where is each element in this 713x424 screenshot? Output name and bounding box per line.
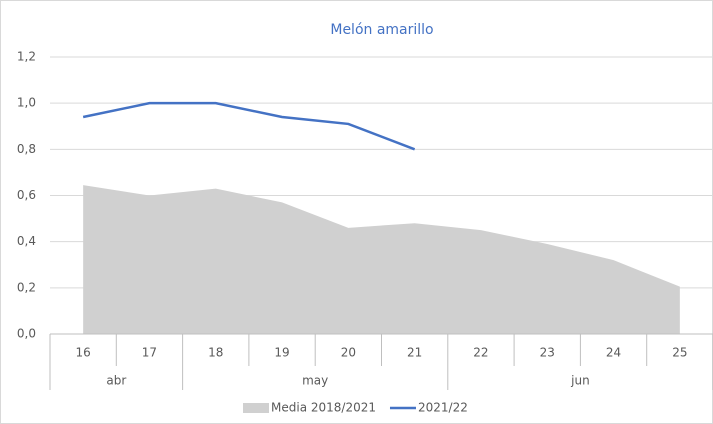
x-tick-label: 23 <box>540 346 555 360</box>
x-tick-label: 16 <box>76 346 91 360</box>
legend-label: 2021/22 <box>418 401 468 415</box>
month-label: may <box>302 374 328 388</box>
month-label: abr <box>106 374 126 388</box>
y-tick-label: 0,8 <box>17 142 36 156</box>
x-tick-label: 20 <box>341 346 356 360</box>
legend-label: Media 2018/2021 <box>271 401 376 415</box>
x-tick-label: 21 <box>407 346 422 360</box>
area <box>83 185 680 334</box>
x-tick-label: 18 <box>208 346 223 360</box>
y-tick-label: 1,2 <box>17 50 36 64</box>
x-tick-label: 19 <box>274 346 289 360</box>
x-tick-label: 17 <box>142 346 157 360</box>
y-tick-label: 0,0 <box>17 327 36 341</box>
y-tick-label: 0,4 <box>17 234 36 248</box>
month-label: jun <box>570 374 590 388</box>
y-tick-label: 1,0 <box>17 96 36 110</box>
y-tick-label: 0,2 <box>17 280 36 294</box>
x-tick-label: 24 <box>606 346 621 360</box>
legend-swatch <box>243 403 269 413</box>
chart-title: Melón amarillo <box>330 22 433 38</box>
x-tick-label: 25 <box>672 346 687 360</box>
line <box>82 101 416 151</box>
x-tick-label: 22 <box>473 346 488 360</box>
y-tick-label: 0,6 <box>17 188 36 202</box>
